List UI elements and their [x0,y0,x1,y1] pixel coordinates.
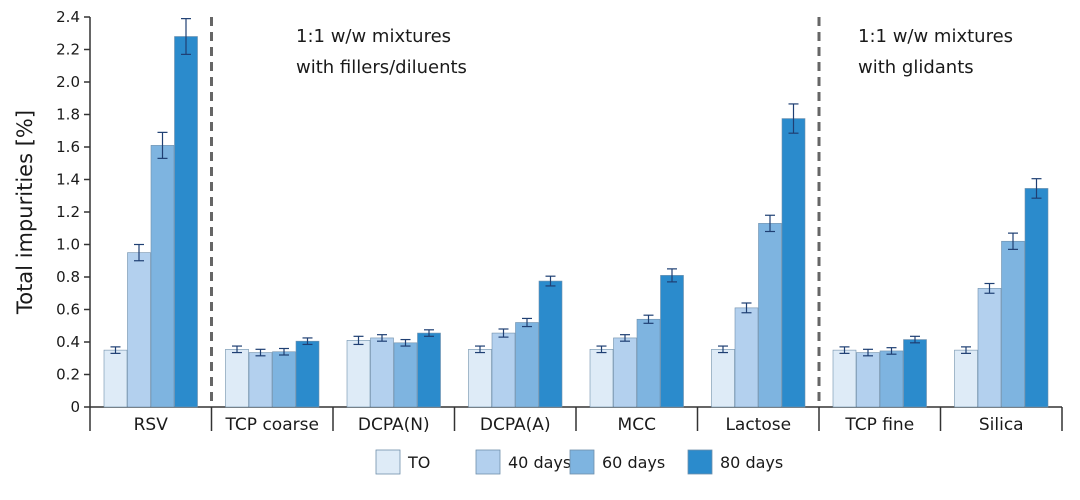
bar [856,352,880,408]
y-tick-label: 1.6 [56,138,80,156]
bar [248,352,273,408]
bar [613,337,637,408]
legend-label: TO [407,453,430,472]
annotation-glidants-line1: 1:1 w/w mixtures [858,26,1013,47]
x-tick-label: MCC [618,415,656,435]
bar [711,349,735,408]
x-tick-label: Silica [979,415,1024,435]
bar [781,118,806,408]
legend-swatch [569,449,595,475]
group-annotations: 1:1 w/w mixtures with fillers/diluents 1… [296,26,1013,78]
y-tick-label: 1.2 [56,203,80,221]
bar [758,223,782,408]
legend-label: 80 days [720,453,783,472]
bar [225,349,249,408]
legend-label: 60 days [602,453,665,472]
legend-swatch [375,449,401,475]
y-tick-label: 1.8 [56,106,80,124]
annotation-glidants-line2: with glidants [858,57,974,78]
x-tick-label: RSV [134,415,169,435]
y-tick-label: 0.6 [56,301,80,319]
annotation-fillers-line1: 1:1 w/w mixtures [296,26,451,47]
bar [370,337,394,408]
legend-swatch [475,449,501,475]
bar [589,349,614,408]
y-tick-label: 0.8 [56,268,80,286]
bar [295,340,320,408]
legend: TO 40 days 60 days 80 days [375,449,783,475]
y-tick-label: 1.0 [56,236,80,254]
x-tick-label: DCPA(N) [358,415,430,435]
x-tick-label: Lactose [725,415,791,435]
y-axis-label: Total impurities [%] [13,110,37,315]
bar [272,351,296,408]
y-tick-label: 1.4 [56,171,80,189]
bar [491,332,516,408]
y-tick-label: 2.4 [56,8,80,26]
bar [832,349,857,408]
x-tick-label: DCPA(A) [480,415,551,435]
y-tick-label: 2.2 [56,41,80,59]
bar [515,322,539,408]
y-axis: 0 0.2 0.4 0.6 0.8 1.0 1.2 1.4 1.6 1.8 2.0 2.2 2.4 [56,8,91,416]
bar [954,349,978,408]
bar [1001,240,1025,408]
y-tick-label: 0 [70,398,80,416]
annotation-fillers-line2: with fillers/diluents [296,57,467,78]
bars-layer [103,18,1049,408]
bar [103,349,128,408]
legend-label: 40 days [508,453,571,472]
bar [417,332,441,408]
bar [393,342,418,408]
bar [879,350,904,408]
bar [977,288,1002,408]
legend-swatch [687,449,713,475]
bar [1024,188,1049,408]
y-tick-label: 0.4 [56,333,80,351]
x-axis: RSV TCP coarse DCPA(N) DCPA(A) MCC Lactose TCP… [89,406,1063,435]
x-tick-label: TCP coarse [225,415,319,435]
bar [150,145,175,408]
bar [127,252,151,408]
group-separators [210,17,821,407]
bar [468,349,492,408]
bar [660,275,684,408]
bar [538,280,563,408]
bar [346,340,371,408]
y-tick-label: 2.0 [56,73,80,91]
bar [174,36,198,408]
bar [903,339,927,408]
x-tick-label: TCP fine [844,415,914,435]
y-tick-label: 0.2 [56,366,80,384]
bar [636,318,661,408]
bar [734,307,759,408]
